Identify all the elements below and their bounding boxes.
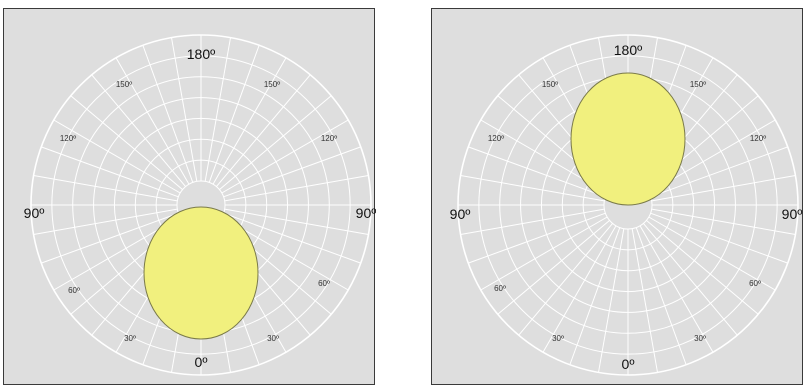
label-60-left: 60º (494, 284, 506, 293)
grid-spoke (631, 228, 659, 373)
grid-spoke (468, 146, 606, 198)
grid-spoke (224, 208, 369, 236)
grid-spoke (648, 216, 776, 291)
grid-spoke (597, 228, 625, 373)
label-150-right: 150º (264, 80, 280, 89)
label-60-right: 60º (749, 279, 761, 288)
grid-spoke (497, 220, 610, 315)
grid-spoke (33, 174, 178, 202)
grid-spoke (480, 216, 608, 291)
label-150-right: 150º (690, 80, 706, 89)
label-30-left: 30º (552, 334, 564, 343)
grid-spoke (650, 146, 788, 198)
grid-spoke (70, 95, 183, 190)
grid-spoke (224, 174, 369, 202)
grid-spoke (204, 37, 232, 182)
grid-spoke (650, 212, 788, 264)
grid-spoke (91, 74, 186, 187)
grid-spoke (646, 220, 759, 315)
grid-spoke (651, 174, 796, 202)
grid-spoke (542, 225, 617, 353)
label-150-left: 150º (116, 80, 132, 89)
label-90-left: 90º (24, 205, 45, 221)
grid-spoke (53, 119, 181, 194)
grid-spoke (460, 174, 605, 202)
label-30-right: 30º (694, 334, 706, 343)
grid-spoke (41, 146, 179, 198)
polar-diagram-right: 180º 0º 90º 90º 150º 150º 120º 120º 60º … (431, 8, 803, 385)
label-60-right: 60º (318, 279, 330, 288)
grid-spoke (460, 208, 605, 236)
label-180: 180º (187, 46, 215, 62)
label-60-left: 60º (68, 286, 80, 295)
label-0: 0º (622, 356, 635, 372)
grid-spoke (518, 223, 613, 336)
grid-spoke (221, 119, 349, 194)
grid-spoke (142, 45, 194, 183)
grid-spoke (223, 212, 361, 264)
polar-grid-left: 180º 0º 90º 90º 150º 150º 120º 120º 60º … (24, 34, 376, 376)
grid-spoke (41, 212, 179, 264)
label-30-right: 30º (267, 334, 279, 343)
label-120-right: 120º (750, 134, 766, 143)
light-distribution-lobe (570, 72, 686, 206)
light-distribution-lobe (143, 206, 259, 340)
polar-diagram-left: 180º 0º 90º 90º 150º 150º 120º 120º 60º … (3, 8, 376, 385)
label-120-left: 120º (60, 134, 76, 143)
label-30-left: 30º (124, 334, 136, 343)
grid-spoke (651, 208, 796, 236)
grid-spoke (33, 208, 178, 236)
label-0: 0º (195, 354, 208, 370)
grid-spoke (115, 57, 190, 185)
grid-spoke (223, 146, 361, 198)
grid-spoke (170, 37, 198, 182)
label-120-left: 120º (488, 134, 504, 143)
grid-spoke (216, 74, 311, 187)
grid-spoke (639, 225, 714, 353)
label-90-right: 90º (782, 206, 803, 222)
label-150-left: 150º (542, 80, 558, 89)
grid-spoke (468, 212, 606, 264)
grid-spoke (635, 227, 687, 365)
polar-grid-right: 180º 0º 90º 90º 150º 150º 120º 120º 60º … (450, 34, 803, 376)
grid-spoke (569, 227, 621, 365)
label-120-right: 120º (321, 134, 337, 143)
label-180: 180º (614, 42, 642, 58)
grid-spoke (643, 223, 738, 336)
label-90-right: 90º (356, 205, 376, 221)
label-90-left: 90º (450, 206, 471, 222)
grid-spoke (219, 95, 332, 190)
grid-spoke (212, 57, 287, 185)
grid-spoke (208, 45, 260, 183)
